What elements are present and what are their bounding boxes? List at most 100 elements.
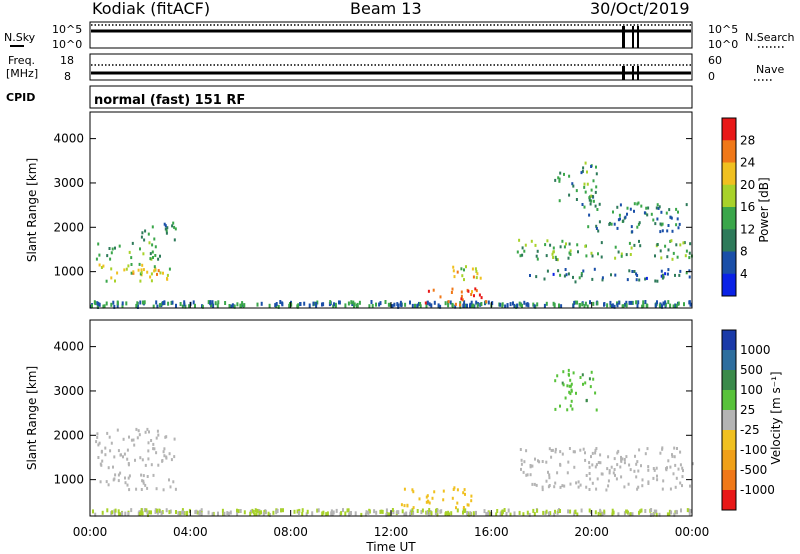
power-echo-cell	[150, 272, 153, 276]
velocity-cbar-tick: -100	[740, 443, 767, 457]
velocity-ground-cell	[200, 508, 203, 513]
velocity-echo-cell	[535, 483, 538, 487]
velocity-ground-cell	[509, 512, 512, 517]
power-cbar-label: Power [dB]	[757, 177, 771, 242]
velocity-ground-cell	[140, 510, 143, 515]
velocity-echo-cell	[520, 458, 523, 462]
velocity-ground-cell	[445, 511, 447, 516]
velocity-echo-cell	[144, 483, 147, 487]
power-echo-cell	[571, 182, 574, 186]
power-echo-cell	[688, 269, 691, 273]
power-ground-cell	[158, 303, 161, 308]
power-ground-cell	[583, 304, 586, 309]
velocity-echo-cell	[572, 371, 575, 375]
velocity-echo-cell	[566, 408, 569, 412]
power-ground-cell	[646, 303, 649, 308]
x-tick-label: 20:00	[574, 525, 609, 539]
velocity-echo-cell	[594, 465, 597, 469]
power-ground-cell	[228, 304, 231, 308]
velocity-ground-cell	[580, 508, 583, 513]
velocity-echo-cell	[541, 485, 544, 489]
velocity-echo-cell	[575, 481, 578, 485]
power-echo-cell	[460, 294, 463, 298]
power-echo-cell	[595, 224, 598, 228]
velocity-echo-cell	[412, 506, 415, 510]
power-echo-cell	[530, 239, 533, 243]
power-echo-cell	[688, 251, 691, 255]
power-echo-cell	[105, 279, 108, 283]
power-echo-cell	[114, 279, 116, 283]
power-ground-cell	[444, 301, 447, 306]
velocity-echo-cell	[585, 399, 588, 403]
power-echo-cell	[656, 217, 659, 221]
power-echo-cell	[650, 212, 653, 216]
velocity-echo-cell	[573, 450, 576, 454]
power-echo-cell	[100, 266, 103, 269]
power-echo-cell	[660, 269, 663, 273]
velocity-ground-cell	[301, 508, 304, 513]
power-ground-cell	[116, 301, 119, 306]
power-frame	[89, 111, 693, 309]
velocity-echo-cell	[585, 485, 588, 489]
power-ground-cell	[233, 304, 236, 309]
power-echo-cell	[110, 251, 113, 255]
velocity-echo-cell	[641, 478, 644, 482]
velocity-echo-cell	[617, 449, 620, 453]
velocity-echo-cell	[635, 475, 638, 479]
power-ground-cell	[281, 301, 284, 306]
power-cbar-frame	[721, 117, 737, 297]
power-echo-cell	[549, 243, 552, 247]
power-ground-cell	[414, 303, 416, 308]
x-tick-label: 00:00	[675, 525, 710, 539]
power-ground-cell	[618, 300, 621, 305]
velocity-ground-cell	[416, 509, 419, 513]
power-ground-cell	[589, 300, 591, 305]
power-ground-cell	[553, 302, 556, 307]
velocity-echo-cell	[155, 436, 158, 440]
power-ground-cell	[370, 300, 373, 304]
velocity-ground-cell	[196, 510, 199, 515]
velocity-ground-cell	[405, 511, 408, 516]
power-echo-cell	[475, 270, 478, 273]
power-echo-cell	[424, 301, 427, 305]
power-ground-cell	[469, 302, 472, 307]
power-ground-cell	[622, 304, 625, 309]
velocity-echo-cell	[133, 443, 136, 447]
velocity-echo-cell	[636, 487, 639, 491]
power-echo-cell	[660, 274, 663, 278]
power-echo-cell	[582, 166, 585, 170]
power-echo-cell	[580, 171, 583, 175]
velocity-echo-cell	[520, 462, 523, 466]
power-echo-cell	[588, 196, 591, 200]
velocity-ground-cell	[258, 510, 261, 515]
velocity-echo-cell	[590, 455, 592, 459]
velocity-echo-cell	[591, 481, 594, 485]
power-echo-cell	[138, 262, 141, 266]
velocity-ground-cell	[603, 509, 606, 514]
power-echo-cell	[664, 244, 667, 248]
power-echo-cell	[672, 251, 675, 255]
power-echo-cell	[569, 249, 572, 253]
power-echo-cell	[456, 270, 459, 274]
power-echo-cell	[552, 256, 555, 259]
power-echo-cell	[655, 206, 658, 210]
velocity-echo-cell	[606, 467, 609, 471]
power-ground-cell	[136, 305, 139, 309]
velocity-echo-cell	[126, 483, 129, 487]
velocity-echo-cell	[616, 451, 619, 455]
power-echo-cell	[125, 267, 128, 271]
velocity-ground-cell	[94, 512, 97, 517]
velocity-cbar-swatch	[722, 490, 736, 511]
x-tick-label: 16:00	[474, 525, 509, 539]
power-ytick-label: 1000	[53, 265, 84, 279]
velocity-echo-cell	[595, 447, 598, 450]
power-ground-cell	[175, 303, 177, 308]
power-ground-cell	[677, 301, 680, 306]
power-ground-cell	[224, 301, 227, 305]
velocity-echo-cell	[127, 463, 130, 467]
power-echo-cell	[575, 198, 578, 201]
power-echo-cell	[475, 289, 478, 293]
power-ground-cell	[416, 304, 419, 309]
velocity-ground-cell	[675, 509, 678, 514]
velocity-ground-cell	[221, 508, 224, 513]
